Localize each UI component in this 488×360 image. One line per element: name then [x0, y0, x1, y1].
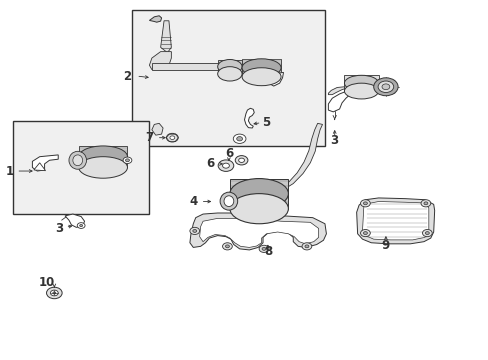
Text: 8: 8	[263, 245, 271, 258]
Circle shape	[238, 158, 244, 162]
Ellipse shape	[224, 196, 233, 207]
Circle shape	[305, 245, 308, 248]
Circle shape	[46, 287, 62, 299]
Circle shape	[420, 200, 430, 207]
Ellipse shape	[79, 157, 127, 178]
Polygon shape	[328, 87, 344, 95]
Polygon shape	[149, 16, 161, 22]
Circle shape	[189, 227, 199, 234]
Bar	[344, 75, 378, 91]
Circle shape	[425, 231, 428, 234]
Polygon shape	[32, 155, 58, 171]
Circle shape	[233, 134, 245, 143]
Bar	[242, 59, 281, 77]
Circle shape	[222, 243, 232, 250]
Polygon shape	[282, 123, 322, 187]
Circle shape	[423, 202, 427, 205]
Ellipse shape	[344, 83, 378, 99]
Ellipse shape	[242, 59, 281, 77]
Ellipse shape	[242, 68, 281, 86]
Bar	[229, 179, 288, 209]
Circle shape	[377, 81, 393, 93]
Bar	[79, 146, 127, 167]
Polygon shape	[152, 63, 264, 69]
Circle shape	[125, 159, 129, 162]
Circle shape	[363, 231, 366, 234]
Circle shape	[50, 290, 58, 296]
Ellipse shape	[217, 59, 242, 74]
Text: 7: 7	[145, 131, 153, 144]
Circle shape	[236, 136, 242, 141]
Ellipse shape	[229, 179, 288, 209]
Circle shape	[80, 225, 82, 226]
Circle shape	[222, 163, 229, 168]
Ellipse shape	[217, 67, 242, 81]
Polygon shape	[65, 214, 84, 227]
Polygon shape	[244, 108, 254, 128]
Text: 6: 6	[224, 147, 233, 159]
Text: 9: 9	[381, 239, 389, 252]
Circle shape	[235, 156, 247, 165]
Text: 6: 6	[206, 157, 214, 170]
Ellipse shape	[344, 75, 378, 91]
Circle shape	[381, 84, 389, 90]
Circle shape	[53, 292, 56, 294]
Ellipse shape	[69, 151, 86, 169]
Circle shape	[77, 223, 85, 228]
Circle shape	[373, 78, 397, 96]
Ellipse shape	[220, 192, 237, 210]
Circle shape	[302, 243, 311, 250]
Text: 3: 3	[330, 134, 338, 147]
Circle shape	[192, 229, 196, 232]
Bar	[13, 121, 149, 214]
Circle shape	[262, 247, 265, 250]
Polygon shape	[328, 91, 356, 112]
Bar	[132, 10, 325, 146]
Ellipse shape	[229, 194, 288, 224]
Polygon shape	[149, 51, 171, 69]
Circle shape	[123, 157, 132, 163]
Circle shape	[422, 229, 431, 237]
Text: 3: 3	[55, 222, 63, 235]
Text: 1: 1	[5, 165, 14, 177]
Ellipse shape	[79, 146, 127, 167]
Circle shape	[360, 229, 369, 237]
Text: 5: 5	[262, 116, 270, 129]
Circle shape	[169, 136, 174, 139]
Polygon shape	[160, 21, 171, 53]
Text: 4: 4	[189, 195, 197, 208]
Ellipse shape	[73, 155, 82, 166]
Circle shape	[360, 200, 369, 207]
Circle shape	[218, 160, 233, 171]
Circle shape	[166, 134, 178, 142]
Circle shape	[363, 202, 366, 205]
Polygon shape	[34, 163, 45, 171]
Circle shape	[225, 245, 229, 248]
Circle shape	[259, 245, 268, 252]
Polygon shape	[269, 72, 283, 86]
Polygon shape	[152, 123, 163, 135]
Text: 2: 2	[123, 69, 131, 82]
Polygon shape	[189, 213, 326, 250]
Text: 10: 10	[39, 276, 55, 289]
Bar	[217, 59, 242, 74]
Polygon shape	[362, 202, 428, 240]
Polygon shape	[199, 219, 318, 247]
Polygon shape	[356, 198, 434, 244]
